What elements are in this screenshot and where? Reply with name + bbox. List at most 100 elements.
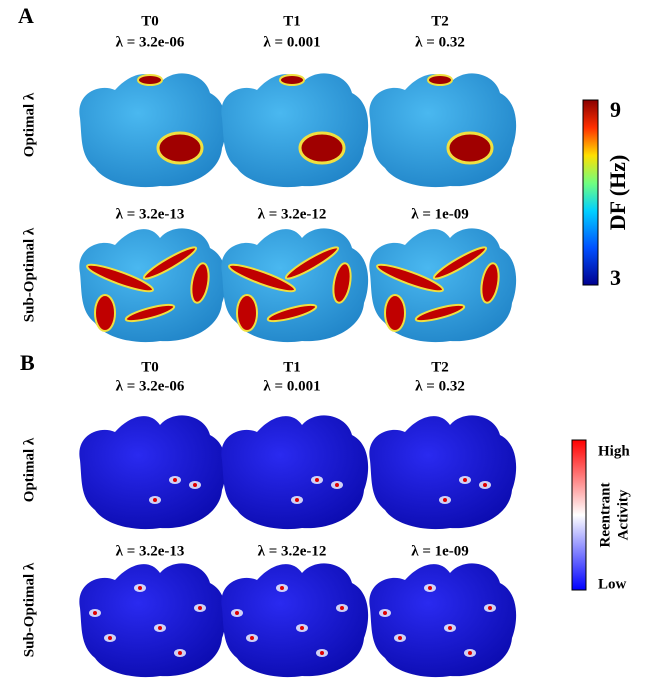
speckle-core [250, 636, 254, 640]
hotspot [298, 131, 346, 165]
atrium-map [79, 228, 227, 343]
colorbar-title: DF (Hz) [605, 155, 630, 231]
hotspot [124, 303, 176, 323]
colorbar-title: Reentrant [597, 483, 613, 548]
column-title: T2 [431, 13, 449, 29]
speckle-core [428, 586, 432, 590]
speckle-core [108, 636, 112, 640]
lambda-label: λ = 3.2e-06 [116, 34, 185, 50]
hotspot [142, 246, 198, 280]
speckle-core [398, 636, 402, 640]
hotspot [284, 246, 340, 280]
speckle-core [295, 498, 299, 502]
lambda-label: λ = 0.32 [415, 34, 465, 50]
hotspot [480, 262, 500, 304]
speckle-core [483, 483, 487, 487]
atrium-surface [79, 73, 227, 188]
atrium-map [221, 73, 369, 188]
lambda-label: λ = 0.32 [415, 378, 465, 394]
row-label: Optimal λ [21, 437, 37, 502]
hotspot [446, 131, 494, 165]
colorbar-min: 3 [610, 265, 621, 290]
atrium-surface [79, 563, 227, 678]
column-title: T0 [141, 359, 159, 375]
colorbar-max: 9 [610, 97, 621, 122]
atrium-map [369, 228, 517, 343]
lambda-label: λ = 3.2e-13 [116, 206, 185, 222]
speckle-core [280, 586, 284, 590]
speckle-core [178, 651, 182, 655]
speckle-core [300, 626, 304, 630]
hotspot [190, 262, 210, 304]
atrium-map [79, 563, 227, 678]
hotspot [384, 294, 406, 332]
speckle-core [158, 626, 162, 630]
colorbar [582, 99, 599, 286]
atrium-surface [221, 563, 369, 678]
hotspot [427, 74, 453, 86]
lambda-label: λ = 0.001 [263, 34, 320, 50]
hotspot [236, 294, 258, 332]
speckle-core [153, 498, 157, 502]
lambda-label: λ = 0.001 [263, 378, 320, 394]
speckle-core [468, 651, 472, 655]
atrium-map [369, 563, 517, 678]
column-title: T1 [283, 13, 301, 29]
speckle-core [193, 483, 197, 487]
hotspot [156, 131, 204, 165]
lambda-label: λ = 1e-09 [411, 543, 469, 559]
row-label: Optimal λ [21, 92, 37, 157]
atrium-surface [369, 415, 517, 530]
lambda-label: λ = 3.2e-13 [116, 543, 185, 559]
atrium-surface [221, 415, 369, 530]
column-title: T2 [431, 359, 449, 375]
atrium-map [221, 563, 369, 678]
speckle-core [138, 586, 142, 590]
speckle-core [173, 478, 177, 482]
lambda-label: λ = 1e-09 [411, 206, 469, 222]
speckle-core [93, 611, 97, 615]
atrium-map [79, 415, 227, 530]
column-title: T1 [283, 359, 301, 375]
atrium-map [369, 415, 517, 530]
colorbar-title: Activity [615, 489, 631, 540]
speckle-core [235, 611, 239, 615]
hotspot [414, 303, 466, 323]
hotspot [137, 74, 163, 86]
atrium-map [221, 415, 369, 530]
lambda-label: λ = 3.2e-12 [258, 206, 327, 222]
panel-label: A [18, 3, 34, 28]
colorbar-min: Low [598, 576, 627, 592]
atrium-surface [369, 73, 517, 188]
hotspot [332, 262, 352, 304]
atrium-surface [79, 415, 227, 530]
colorbar-max: High [598, 443, 630, 459]
speckle-core [448, 626, 452, 630]
hotspot [86, 263, 154, 293]
hotspot [94, 294, 116, 332]
speckle-core [320, 651, 324, 655]
speckle-core [198, 606, 202, 610]
atrium-surface [221, 73, 369, 188]
speckle-core [488, 606, 492, 610]
hotspot [228, 263, 296, 293]
hotspot [279, 74, 305, 86]
atrium-map [221, 228, 369, 343]
speckle-core [443, 498, 447, 502]
hotspot [266, 303, 318, 323]
row-label: Sub-Optimal λ [21, 562, 37, 657]
column-title: T0 [141, 13, 159, 29]
atrium-map [79, 73, 227, 188]
hotspot [376, 263, 444, 293]
panel-label: B [20, 350, 35, 375]
speckle-core [335, 483, 339, 487]
atrium-surface [369, 563, 517, 678]
lambda-label: λ = 3.2e-12 [258, 543, 327, 559]
atrium-map [369, 73, 517, 188]
speckle-core [340, 606, 344, 610]
speckle-core [383, 611, 387, 615]
speckle-core [463, 478, 467, 482]
colorbar [571, 439, 587, 591]
lambda-label: λ = 3.2e-06 [116, 378, 185, 394]
